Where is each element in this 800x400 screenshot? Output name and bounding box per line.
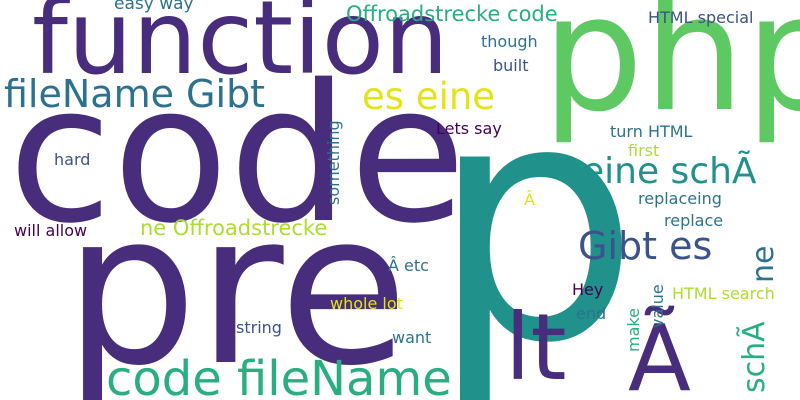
word-code-filename: code fileName bbox=[106, 351, 452, 400]
word-replaceing: replaceing bbox=[638, 189, 722, 208]
word-built: built bbox=[493, 56, 529, 75]
word-string: string bbox=[236, 318, 282, 337]
word-gibt-es: Gibt es bbox=[578, 224, 713, 268]
word-pre: pre bbox=[64, 167, 409, 400]
word-something: something bbox=[324, 120, 343, 205]
word-html-search: HTML search bbox=[672, 284, 775, 303]
word-make: make bbox=[624, 308, 643, 352]
word-hey: Hey bbox=[572, 280, 604, 299]
word-php: php bbox=[542, 0, 800, 147]
word-function: function bbox=[32, 0, 449, 98]
word-ne-offroadstrecke: ne Offroadstrecke bbox=[140, 216, 328, 240]
word-ne: ne bbox=[746, 245, 781, 283]
word-a-etc: Â etc bbox=[388, 256, 429, 275]
word-a-circ: Â bbox=[524, 190, 535, 209]
word-will-allow: will allow bbox=[14, 221, 88, 240]
word-lt: lt bbox=[505, 294, 567, 400]
word-value: value bbox=[648, 284, 667, 328]
word-whole-lot: whole lot bbox=[330, 294, 403, 313]
word-a-tilde: Ã bbox=[628, 305, 691, 400]
word-easy-way: easy way bbox=[114, 0, 194, 14]
word-want: want bbox=[392, 328, 432, 347]
word-sch-a: schÃ bbox=[737, 321, 772, 393]
word-replace: replace bbox=[664, 211, 724, 230]
word-turn-html: turn HTML bbox=[610, 122, 693, 141]
word-code: code bbox=[8, 44, 467, 265]
word-filename-gibt: fileName Gibt bbox=[4, 72, 266, 116]
word-hard: hard bbox=[54, 150, 91, 169]
word-eine-sch: eine schÃ bbox=[582, 151, 757, 192]
word-end: end bbox=[576, 304, 607, 323]
word-html-special: HTML special bbox=[648, 8, 754, 27]
word-es-eine: es eine bbox=[362, 75, 496, 118]
word-p: p bbox=[430, 31, 640, 400]
word-though: though bbox=[481, 32, 538, 51]
word-first: first bbox=[628, 141, 660, 160]
word-offroadstrecke-code: Offroadstrecke code bbox=[346, 2, 558, 26]
word-lets-say: Lets say bbox=[436, 119, 502, 138]
